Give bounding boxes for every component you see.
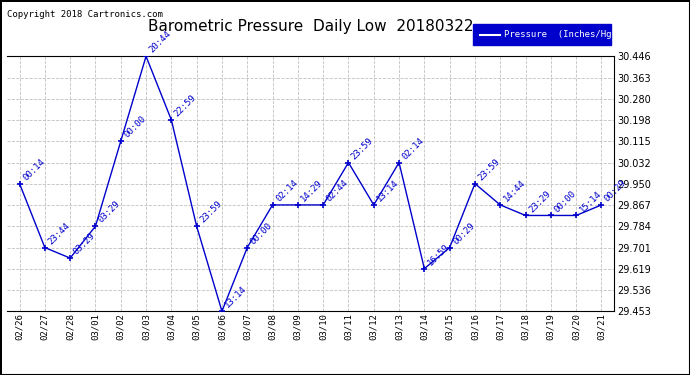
Text: 00:00: 00:00 bbox=[122, 114, 148, 140]
Text: 00:29: 00:29 bbox=[451, 221, 476, 246]
Text: 20:44: 20:44 bbox=[148, 30, 172, 55]
Text: 14:29: 14:29 bbox=[299, 178, 324, 204]
Text: 03:29: 03:29 bbox=[72, 231, 97, 257]
Text: Pressure  (Inches/Hg): Pressure (Inches/Hg) bbox=[504, 30, 617, 39]
Text: 15:14: 15:14 bbox=[578, 189, 603, 214]
Text: 14:44: 14:44 bbox=[502, 178, 527, 204]
Text: 02:14: 02:14 bbox=[274, 178, 299, 204]
Text: 13:14: 13:14 bbox=[224, 285, 248, 310]
Text: 23:44: 23:44 bbox=[46, 221, 72, 246]
Text: 16:59: 16:59 bbox=[426, 242, 451, 267]
Text: 00:00: 00:00 bbox=[552, 189, 578, 214]
Text: 23:59: 23:59 bbox=[350, 136, 375, 161]
Text: 00:14: 00:14 bbox=[21, 157, 46, 182]
Text: 22:59: 22:59 bbox=[172, 93, 198, 118]
Text: 23:29: 23:29 bbox=[527, 189, 552, 214]
Text: Barometric Pressure  Daily Low  20180322: Barometric Pressure Daily Low 20180322 bbox=[148, 19, 473, 34]
Text: 13:14: 13:14 bbox=[375, 178, 400, 204]
Text: Copyright 2018 Cartronics.com: Copyright 2018 Cartronics.com bbox=[7, 10, 163, 20]
Text: 23:59: 23:59 bbox=[476, 157, 502, 182]
Text: 02:44: 02:44 bbox=[324, 178, 350, 204]
Text: 23:59: 23:59 bbox=[198, 200, 224, 225]
Text: 02:14: 02:14 bbox=[400, 136, 426, 161]
Text: 00:29: 00:29 bbox=[603, 178, 628, 204]
Text: 00:00: 00:00 bbox=[248, 221, 274, 246]
Text: 03:29: 03:29 bbox=[97, 200, 122, 225]
